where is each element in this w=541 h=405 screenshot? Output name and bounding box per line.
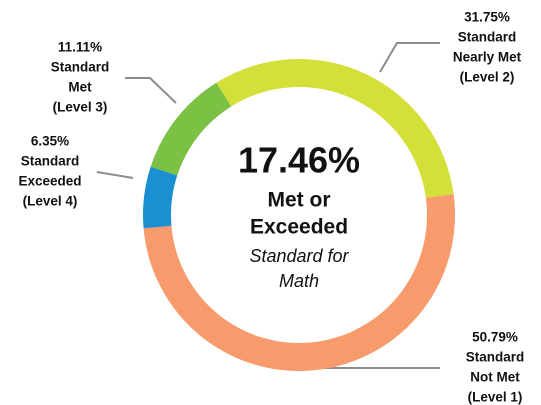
center-headline: 17.46% (238, 140, 360, 181)
slice-label: Not Met (470, 370, 520, 385)
value-label: 11.11% (58, 40, 102, 55)
slice-label: Standard (458, 30, 517, 45)
value-label: 50.79% (472, 330, 518, 345)
slice-label: Standard (466, 350, 525, 365)
slice-label: Nearly Met (453, 50, 522, 65)
slice-label: Standard (51, 60, 110, 75)
center-text: Standard for (249, 246, 349, 266)
value-label: 31.75% (464, 10, 510, 25)
slice-label: (Level 2) (460, 70, 515, 85)
slice-label: Met (68, 80, 92, 95)
leader-line (125, 77, 177, 104)
center-text: Exceeded (250, 216, 348, 239)
donut-slice (143, 166, 178, 229)
donut-slice (216, 59, 454, 198)
slice-label: (Level 4) (23, 194, 78, 209)
center-text: Met or (268, 189, 331, 212)
value-label: 6.35% (31, 134, 69, 149)
slice-label: (Level 1) (468, 390, 523, 405)
donut-slice (150, 82, 232, 176)
center-text: Math (279, 271, 319, 291)
slice-label: (Level 3) (53, 100, 108, 115)
slice-label: Exceeded (18, 174, 81, 189)
leader-line (96, 171, 134, 179)
slice-label: Standard (21, 154, 80, 169)
leader-line (379, 42, 440, 73)
donut-slice (143, 194, 456, 371)
